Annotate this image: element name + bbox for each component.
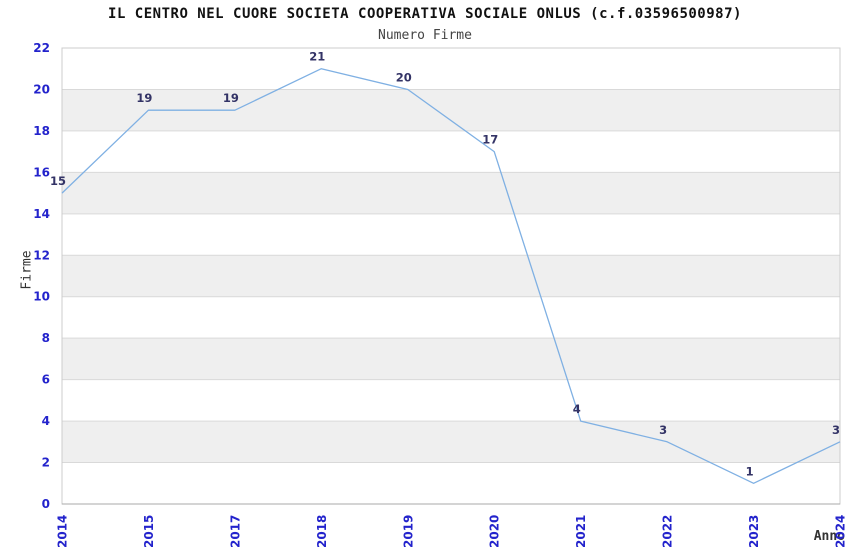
y-tick-label: 14 xyxy=(33,207,50,221)
series-line xyxy=(61,68,841,484)
y-tick-label: 0 xyxy=(42,497,50,511)
x-tick-label: 2021 xyxy=(574,515,588,548)
plot-band xyxy=(62,338,840,380)
y-tick-label: 12 xyxy=(33,248,50,262)
x-tick-label: 2023 xyxy=(747,515,761,548)
y-tick-label: 2 xyxy=(42,456,50,470)
data-label: 3 xyxy=(832,423,840,437)
data-label: 4 xyxy=(573,402,581,416)
plot-band xyxy=(62,172,840,214)
y-tick-label: 18 xyxy=(33,124,50,138)
x-tick-label: 2015 xyxy=(142,515,156,548)
x-tick-label: 2022 xyxy=(661,515,675,548)
data-label: 17 xyxy=(482,133,498,147)
x-tick-label: 2018 xyxy=(315,515,329,548)
x-tick-label: 2024 xyxy=(834,515,848,548)
data-label: 15 xyxy=(50,174,66,188)
data-label: 19 xyxy=(136,91,152,105)
chart-subtitle: Numero Firme xyxy=(378,28,472,43)
y-tick-label: 4 xyxy=(42,414,50,428)
y-tick-label: 22 xyxy=(33,41,50,55)
y-tick-label: 6 xyxy=(42,373,50,387)
plot-band xyxy=(62,421,840,463)
data-label: 20 xyxy=(396,71,412,85)
y-tick-label: 20 xyxy=(33,83,50,97)
plot-band xyxy=(62,255,840,297)
x-axis-title: Anno xyxy=(813,529,845,544)
x-tick-label: 2017 xyxy=(228,515,242,548)
y-tick-label: 8 xyxy=(42,331,50,345)
chart-title: IL CENTRO NEL CUORE SOCIETA COOPERATIVA … xyxy=(108,6,742,22)
x-tick-label: 2020 xyxy=(488,515,502,548)
y-tick-label: 10 xyxy=(33,290,50,304)
y-tick-label: 16 xyxy=(33,165,50,179)
data-label: 3 xyxy=(659,423,667,437)
data-label: 19 xyxy=(223,91,239,105)
x-tick-label: 2019 xyxy=(401,515,415,548)
data-label: 1 xyxy=(746,464,754,478)
data-label: 21 xyxy=(309,50,325,64)
x-tick-label: 2014 xyxy=(56,515,70,548)
